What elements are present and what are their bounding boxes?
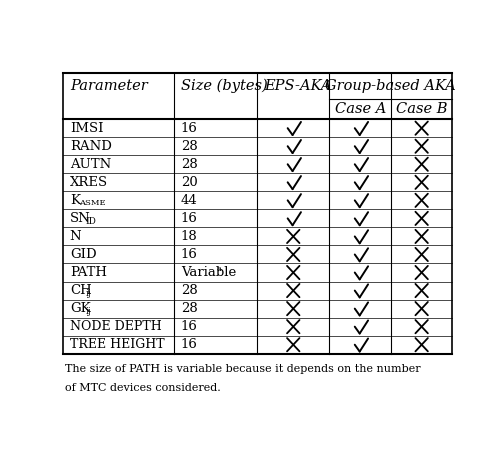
Text: Variable: Variable [180,266,235,279]
Text: 16: 16 [180,320,197,333]
Text: Case A: Case A [334,102,385,116]
Text: 28: 28 [180,140,197,153]
Text: 28: 28 [180,284,197,297]
Text: 16: 16 [180,248,197,261]
Text: ij: ij [85,289,91,298]
Text: 44: 44 [180,194,197,207]
Text: AUTN: AUTN [70,158,111,171]
Text: N: N [70,230,81,243]
Text: RAND: RAND [70,140,111,153]
Text: of MTC devices considered.: of MTC devices considered. [65,383,220,393]
Text: Group-based AKA: Group-based AKA [325,79,455,93]
Text: 16: 16 [180,338,197,351]
Text: SN: SN [70,212,90,225]
Text: 16: 16 [180,212,197,225]
Text: ASME: ASME [79,199,106,207]
Text: Case B: Case B [395,102,446,116]
Text: GID: GID [70,248,96,261]
Text: XRES: XRES [70,176,108,189]
Text: 28: 28 [180,158,197,171]
Text: NODE DEPTH: NODE DEPTH [70,320,161,333]
Text: 20: 20 [180,176,197,189]
Text: PATH: PATH [70,266,107,279]
Text: The size of PATH is variable because it depends on the number: The size of PATH is variable because it … [65,364,419,374]
Text: IMSI: IMSI [70,122,103,135]
Text: ij: ij [85,307,91,316]
Text: a: a [216,265,221,273]
Text: Size (bytes): Size (bytes) [180,79,267,93]
Text: Parameter: Parameter [70,79,147,93]
Text: K: K [70,194,80,207]
Text: GK: GK [70,302,90,315]
Text: 18: 18 [180,230,197,243]
Text: EPS-AKA: EPS-AKA [264,79,331,93]
Text: 28: 28 [180,302,197,315]
Text: TREE HEIGHT: TREE HEIGHT [70,338,164,351]
Text: 16: 16 [180,122,197,135]
Text: ID: ID [85,216,96,225]
Text: CH: CH [70,284,91,297]
